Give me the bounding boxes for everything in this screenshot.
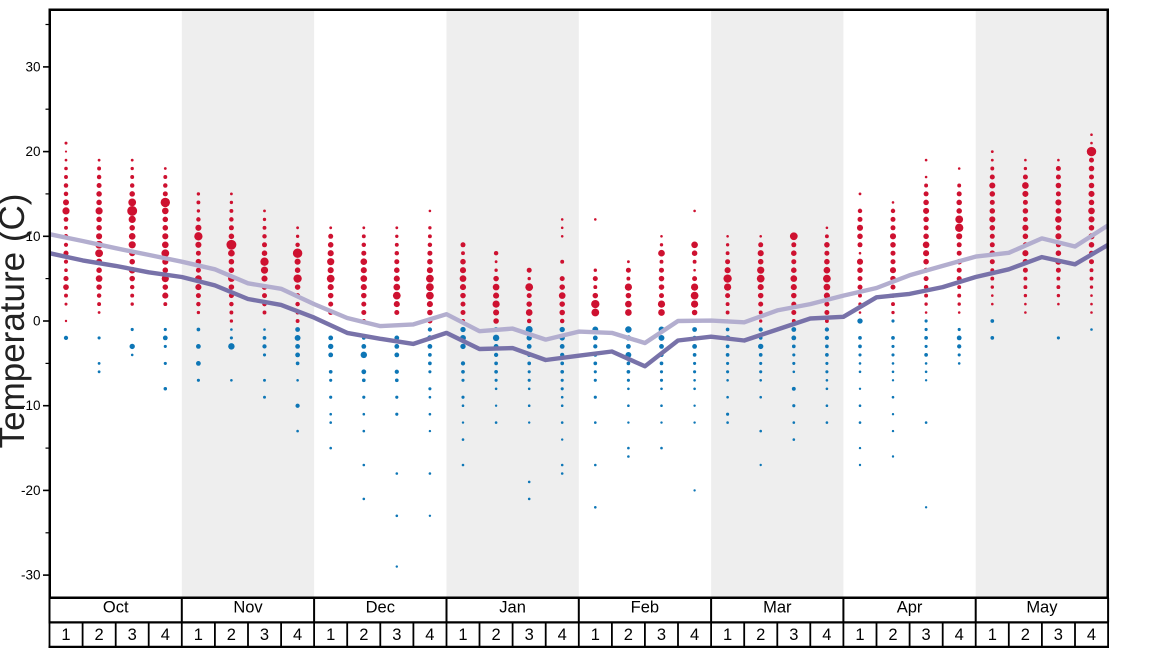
svg-text:3: 3 [128, 626, 137, 644]
svg-text:Temperature (C): Temperature (C) [0, 194, 32, 449]
svg-text:3: 3 [789, 626, 798, 644]
svg-text:4: 4 [293, 626, 302, 644]
svg-text:30: 30 [25, 59, 40, 74]
svg-text:2: 2 [756, 626, 765, 644]
svg-text:3: 3 [392, 626, 401, 644]
svg-text:4: 4 [1087, 626, 1096, 644]
svg-text:-10: -10 [21, 398, 41, 413]
svg-text:3: 3 [1054, 626, 1063, 644]
svg-text:4: 4 [425, 626, 434, 644]
svg-text:2: 2 [492, 626, 501, 644]
svg-text:1: 1 [988, 626, 997, 644]
svg-text:20: 20 [25, 144, 40, 159]
svg-text:4: 4 [955, 626, 964, 644]
svg-text:4: 4 [690, 626, 699, 644]
svg-text:1: 1 [723, 626, 732, 644]
svg-text:Mar: Mar [763, 599, 792, 617]
svg-text:0: 0 [33, 314, 41, 329]
svg-text:Dec: Dec [366, 599, 395, 617]
svg-text:3: 3 [657, 626, 666, 644]
svg-text:May: May [1026, 599, 1058, 617]
svg-text:2: 2 [359, 626, 368, 644]
svg-text:3: 3 [922, 626, 931, 644]
svg-text:-20: -20 [21, 483, 41, 498]
svg-text:Jan: Jan [499, 599, 526, 617]
svg-text:Nov: Nov [233, 599, 263, 617]
svg-text:4: 4 [161, 626, 170, 644]
svg-text:2: 2 [624, 626, 633, 644]
svg-text:2: 2 [888, 626, 897, 644]
svg-text:10: 10 [25, 229, 40, 244]
svg-text:1: 1 [326, 626, 335, 644]
svg-text:2: 2 [95, 626, 104, 644]
svg-text:3: 3 [260, 626, 269, 644]
svg-text:1: 1 [61, 626, 70, 644]
svg-text:Oct: Oct [103, 599, 129, 617]
svg-text:4: 4 [822, 626, 831, 644]
svg-text:1: 1 [591, 626, 600, 644]
svg-text:4: 4 [558, 626, 567, 644]
svg-text:1: 1 [194, 626, 203, 644]
svg-text:1: 1 [855, 626, 864, 644]
svg-text:2: 2 [1021, 626, 1030, 644]
svg-text:Feb: Feb [631, 599, 659, 617]
svg-text:3: 3 [525, 626, 534, 644]
svg-text:1: 1 [458, 626, 467, 644]
svg-text:Apr: Apr [897, 599, 923, 617]
svg-text:2: 2 [227, 626, 236, 644]
svg-text:-30: -30 [21, 568, 41, 583]
